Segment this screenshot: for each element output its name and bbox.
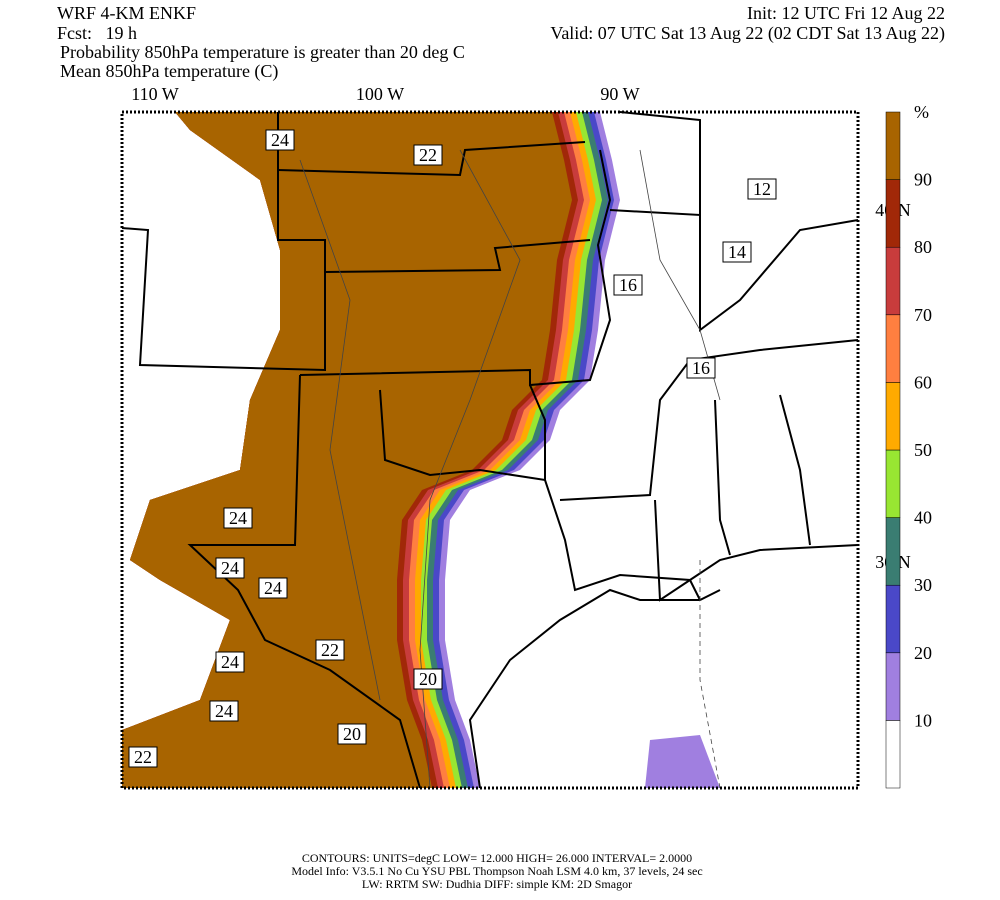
colorbar-segment (885, 584, 901, 654)
contour-label: 22 (419, 145, 437, 165)
contour-label: 14 (728, 242, 746, 262)
colorbar-segment (885, 246, 901, 316)
colorbar-label: 20 (914, 643, 932, 663)
contour-label: 24 (221, 558, 239, 578)
contour (299, 159, 381, 701)
colorbar-segment (885, 449, 901, 518)
contour-label: 20 (419, 669, 437, 689)
colorbar-segment (885, 179, 901, 248)
contour-label: 16 (692, 358, 710, 378)
colorbar-segment (885, 652, 901, 721)
contour-label-box (686, 357, 716, 379)
state-line (379, 384, 546, 482)
colorbar-label: 90 (914, 170, 932, 190)
contour-label-box (215, 651, 245, 673)
longitude-label: 100 W (356, 84, 404, 104)
longitude-label: 110 W (131, 84, 179, 104)
valid: Valid: 07 UTC Sat 13 Aug 22 (02 CDT Sat … (550, 23, 945, 44)
field2: Mean 850hPa temperature (C) (60, 61, 278, 82)
contour-label-box (223, 507, 253, 529)
labels: 24 22 12 14 16 16 24 24 24 24 24 22 20 20 22 110 W 100 W… (128, 84, 911, 768)
state-line (544, 479, 721, 602)
probability-area (122, 112, 572, 788)
contour-label-box (215, 557, 245, 579)
contour-label-box (265, 129, 295, 151)
state-line (121, 112, 326, 372)
state-line (654, 499, 859, 602)
contour-label: 22 (321, 640, 339, 660)
footer: CONTOURS: UNITS=degC LOW= 12.000 HIGH= 2… (291, 851, 702, 891)
coastline (468, 588, 700, 789)
contour-label-box (209, 700, 239, 722)
model: WRF 4-KM ENKF (57, 3, 196, 23)
colorbar-segment (885, 720, 901, 789)
map (122, 112, 720, 788)
contour-label-box (337, 723, 367, 745)
contour-label: 24 (264, 578, 282, 598)
colorbar: 10 20 30 40 50 60 70 80 90% (885, 102, 932, 789)
state-line (559, 339, 859, 501)
colorbar-label: 30 (914, 575, 932, 595)
state-line (187, 374, 421, 789)
state-line (699, 215, 859, 332)
contour-label-box (747, 178, 777, 200)
contour-label-box (315, 639, 345, 661)
colorbar-label: 10 (914, 710, 932, 730)
contour-label-box (413, 668, 443, 690)
footer-line: Model Info: V3.5.1 No Cu YSU PBL Thompso… (291, 864, 702, 878)
state-line (299, 149, 612, 387)
footer-line: LW: RRTM SW: Dudhia DIFF: simple KM: 2D … (362, 877, 632, 891)
contour-label-box (613, 274, 643, 296)
colorbar-label: 40 (914, 508, 932, 528)
colorbar-label: 80 (914, 237, 932, 257)
state-line (609, 111, 701, 217)
footer-line: CONTOURS: UNITS=degC LOW= 12.000 HIGH= 2… (302, 851, 692, 865)
contour (699, 560, 721, 789)
contour-label: 22 (134, 747, 152, 767)
forecast: Fcst: 19 h (57, 23, 137, 43)
colorbar-label: 70 (914, 305, 932, 325)
init: Init: 12 UTC Fri 12 Aug 22 (747, 3, 945, 23)
contour-label: 24 (221, 652, 239, 672)
state-line (779, 394, 811, 546)
contour-label: 24 (271, 130, 289, 150)
longitude-label: 90 W (600, 84, 639, 104)
map-frame (120, 110, 860, 790)
state-line (714, 399, 731, 556)
state-line (324, 239, 591, 273)
contour-label-box (258, 577, 288, 599)
contour-label: 16 (619, 275, 637, 295)
colorbar-label: 50 (914, 440, 932, 460)
contour-label: 12 (753, 179, 771, 199)
colorbar-segment (885, 382, 901, 451)
probability-area (645, 735, 720, 788)
colorbar-segment (885, 314, 901, 383)
field1: Probability 850hPa temperature is greate… (60, 42, 465, 62)
contour-label: 24 (229, 508, 247, 528)
colorbar-label: 60 (914, 372, 932, 392)
colorbar-segment (885, 111, 901, 180)
colorbar-unit: % (914, 102, 929, 122)
contour-label-box (128, 746, 158, 768)
contour-label: 20 (343, 724, 361, 744)
colorbar-segment (885, 517, 901, 586)
state-line (277, 141, 586, 177)
borders (121, 111, 859, 789)
contour-label: 24 (215, 701, 233, 721)
contour-label-box (413, 144, 443, 166)
contour-label-box (722, 241, 752, 263)
